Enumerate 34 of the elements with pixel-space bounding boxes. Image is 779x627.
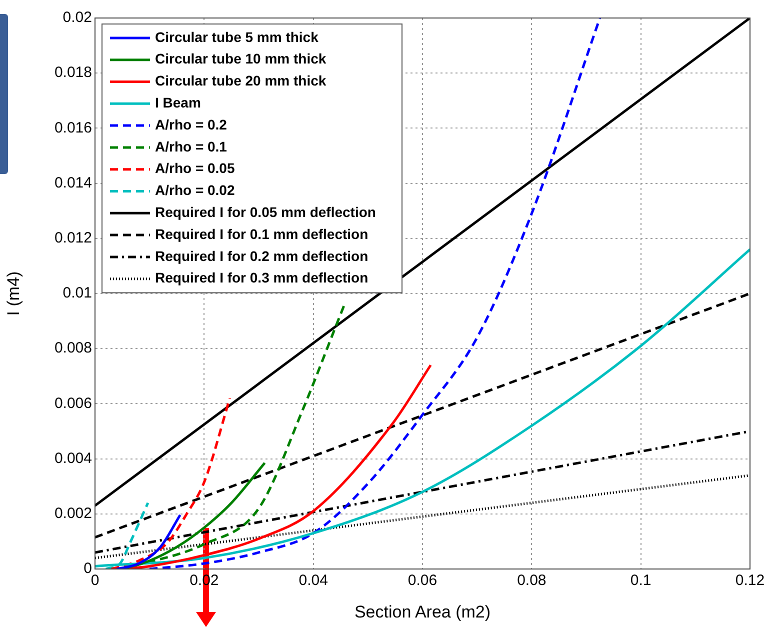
- x-tick-label: 0.04: [298, 572, 328, 590]
- y-axis-title: I (m4): [4, 271, 23, 316]
- y-tick-label: 0.006: [54, 394, 92, 412]
- legend-label: Required I for 0.3 mm deflection: [155, 270, 368, 286]
- y-tick-label: 0: [84, 560, 92, 578]
- y-tick-label: 0.01: [62, 284, 92, 302]
- y-tick-label: 0.008: [54, 340, 92, 357]
- line-series: [95, 248, 750, 568]
- x-tick-label: 0.1: [630, 572, 652, 590]
- legend-label: A/rho = 0.2: [155, 116, 228, 132]
- y-tick-label: 0.02: [62, 9, 92, 26]
- y-tick-label: 0.004: [54, 450, 92, 467]
- y-tick-label: 0.002: [54, 505, 92, 522]
- legend-label: Circular tube 20 mm thick: [155, 72, 326, 89]
- legend-label: Required I for 0.2 mm deflection: [155, 248, 368, 264]
- line-series: [110, 396, 232, 569]
- x-tick-label: 0.12: [735, 572, 765, 590]
- y-tick-label: 0.016: [54, 119, 92, 136]
- y-tick-label: 0.012: [54, 230, 92, 247]
- legend-label: Required I for 0.1 mm deflection: [155, 226, 368, 242]
- y-tick-label: 0.014: [54, 174, 92, 192]
- legend-label: I Beam: [155, 94, 201, 111]
- x-tick-label: 0.06: [408, 572, 438, 590]
- legend-label: Circular tube 5 mm thick: [155, 28, 319, 45]
- line-series: [116, 514, 182, 569]
- x-tick-label: 0.08: [517, 572, 546, 590]
- legend-label: Circular tube 10 mm thick: [155, 50, 326, 67]
- y-tick-label: 0.018: [54, 64, 92, 82]
- x-axis-title: Section Area (m2): [354, 602, 491, 622]
- legend-label: A/rho = 0.05: [155, 160, 235, 176]
- legend-label: Required I for 0.05 mm deflection: [155, 204, 376, 220]
- legend-label: A/rho = 0.1: [155, 138, 228, 154]
- legend-label: A/rho = 0.02: [155, 182, 235, 198]
- line-series: [148, 18, 602, 569]
